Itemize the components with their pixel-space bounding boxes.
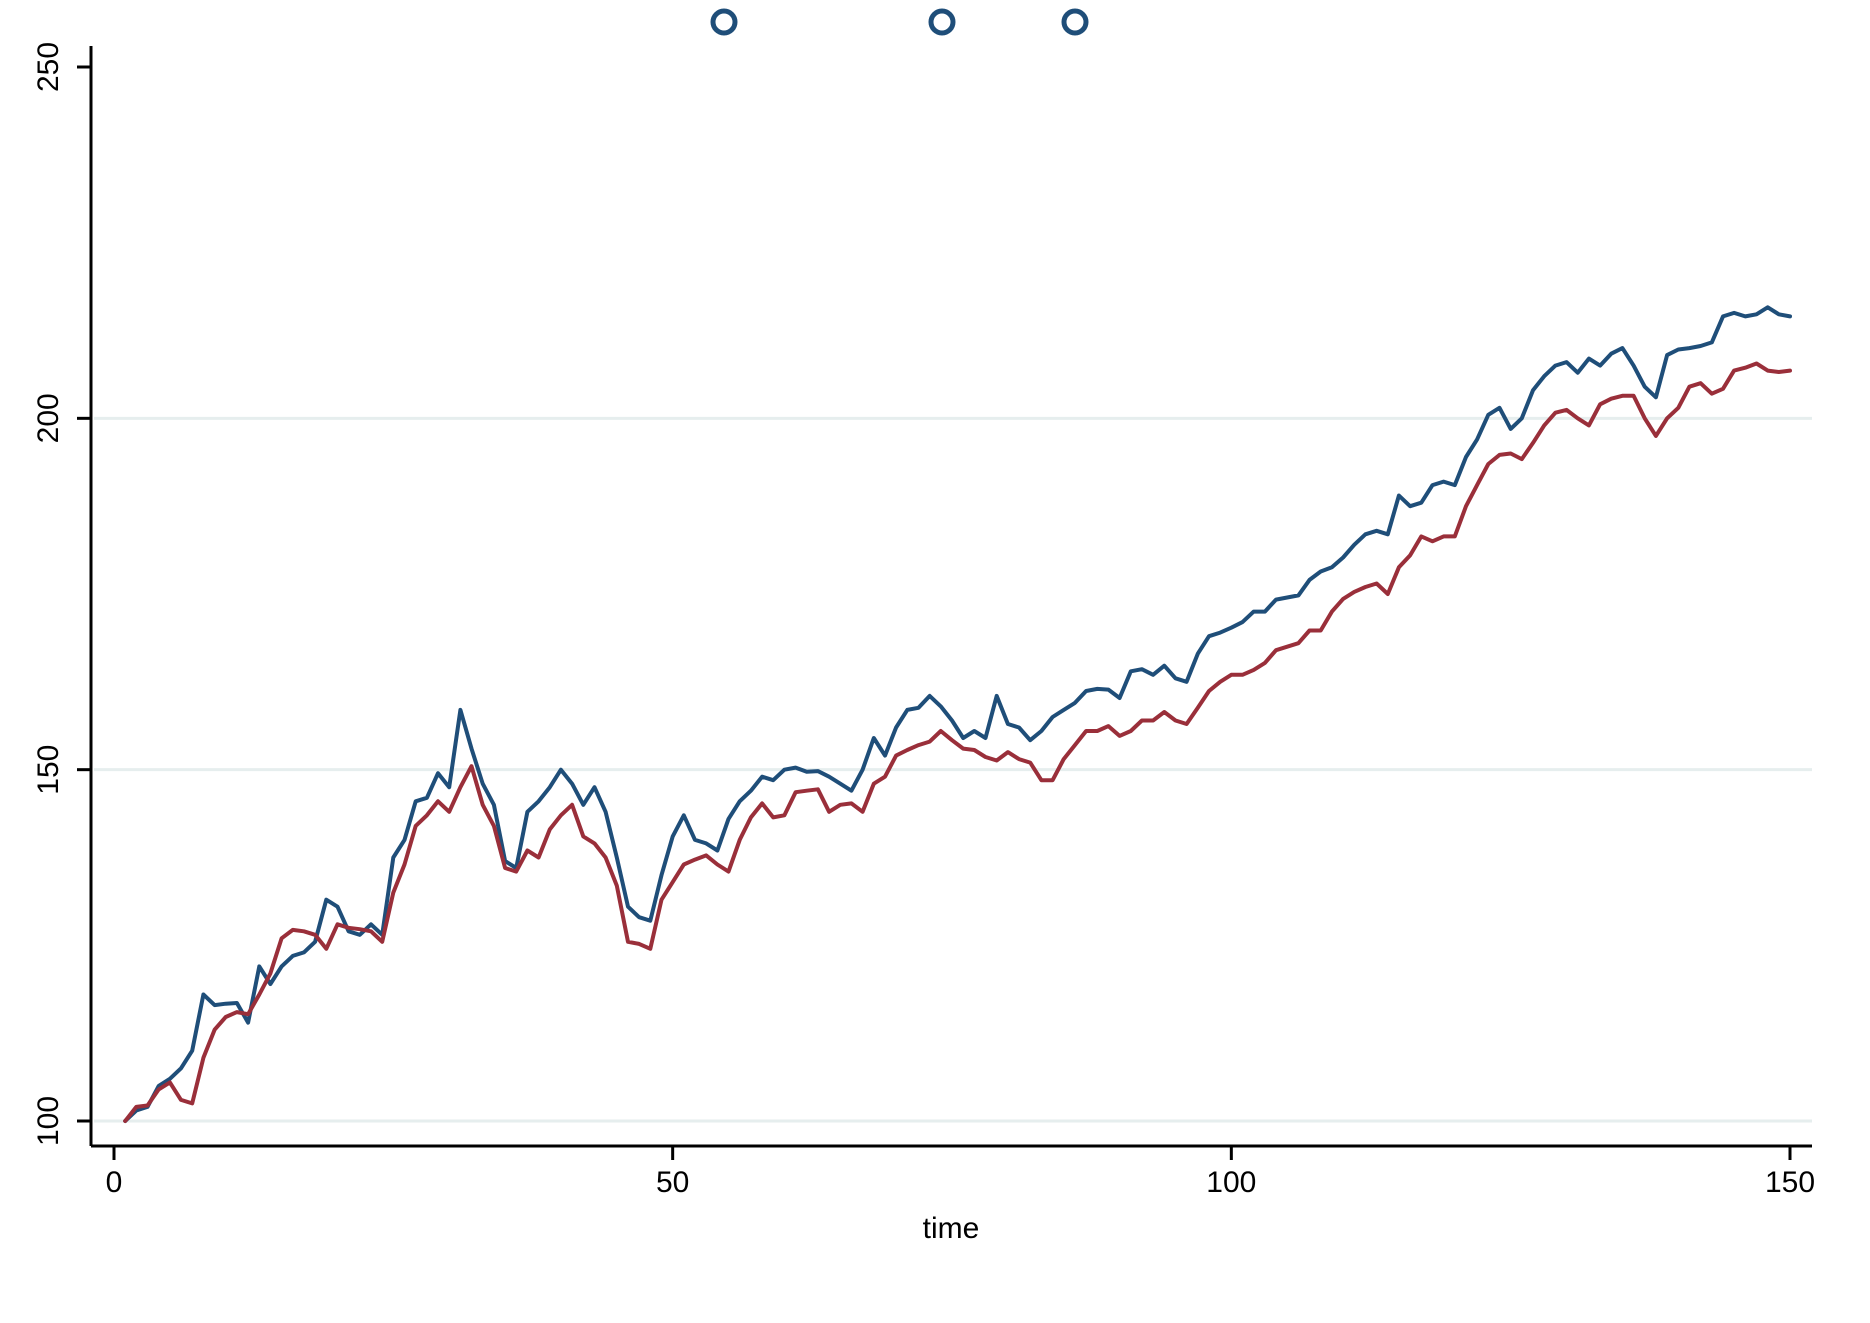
legend-marker-2 [928, 8, 956, 36]
y-tick-label-200: 200 [32, 393, 65, 443]
x-ticks: 0 50 100 150 [106, 1146, 1815, 1199]
x-tick-label-100: 100 [1206, 1166, 1256, 1199]
series-layer [123, 8, 1792, 1123]
series-line-1 [123, 305, 1792, 1123]
y-ticks: 100 150 200 250 [32, 42, 91, 1146]
y-tick-label-100: 100 [32, 1096, 65, 1146]
x-tick-label-50: 50 [656, 1166, 689, 1199]
x-tick-label-0: 0 [106, 1166, 123, 1199]
x-tick-label-150: 150 [1765, 1166, 1815, 1199]
x-axis-title: time [923, 1212, 980, 1245]
legend-marker-1 [710, 8, 738, 36]
axes [89, 46, 1812, 1148]
legend-marker-3 [1061, 8, 1089, 36]
series-line-2 [123, 361, 1792, 1123]
y-tick-label-150: 150 [32, 745, 65, 795]
gridlines [94, 416, 1812, 1123]
y-tick-label-250: 250 [32, 42, 65, 92]
